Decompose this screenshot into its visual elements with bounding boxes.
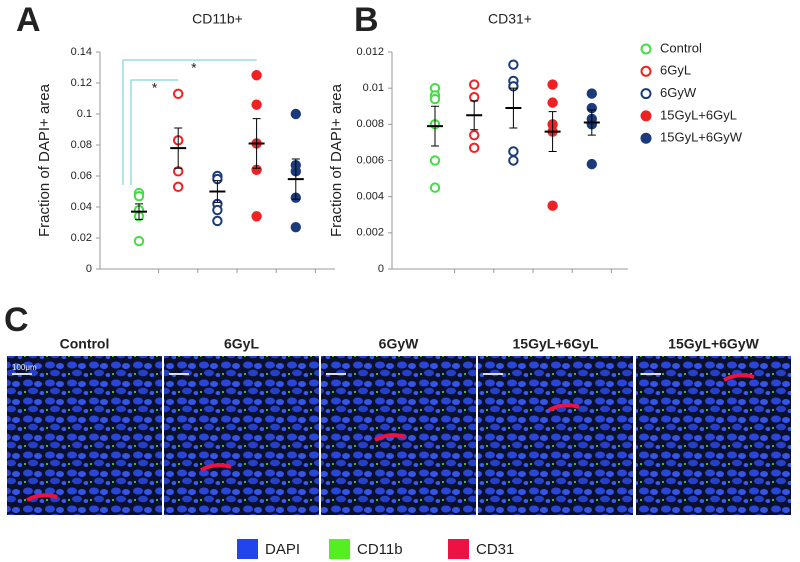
- chart-title: CD31+: [488, 11, 532, 27]
- cd31-vessel: [723, 373, 755, 382]
- legend-marker: [640, 132, 652, 144]
- panel-letter: B: [354, 1, 379, 39]
- legend-label: 15GyL+6GyW: [660, 130, 743, 145]
- data-point: [133, 235, 145, 247]
- error-bar: [174, 127, 183, 169]
- data-point: [429, 155, 441, 166]
- data-point: [586, 88, 597, 99]
- data-point: [508, 155, 519, 166]
- data-point: [508, 146, 519, 157]
- data-point: [429, 93, 441, 105]
- chart-title: CD11b+: [192, 11, 243, 27]
- cd31-vessel: [374, 433, 406, 442]
- image-label: 15GyL+6GyL: [513, 336, 599, 352]
- y-tick-label: 0.06: [71, 170, 92, 182]
- data-point: [212, 204, 223, 216]
- data-point: [251, 211, 262, 222]
- cd31-vessel: [200, 463, 232, 472]
- y-tick-label: 0.01: [363, 82, 384, 94]
- data-point: [547, 79, 558, 90]
- y-tick-label: 0.12: [71, 77, 92, 89]
- legend-label: 15GyL+6GyL: [660, 107, 737, 122]
- data-point: [133, 190, 145, 202]
- legend-marker: [640, 88, 652, 100]
- legend-label: DAPI: [265, 541, 300, 558]
- error-bar: [431, 105, 439, 147]
- legend-marker: [640, 43, 652, 55]
- data-point: [429, 182, 441, 193]
- legend-swatch: [237, 539, 258, 559]
- significance-label: *: [191, 60, 197, 76]
- error-bar: [509, 87, 518, 129]
- y-tick-label: 0.008: [356, 118, 384, 130]
- y-tick-label: 0.004: [356, 191, 384, 203]
- data-point: [290, 108, 301, 120]
- data-point: [469, 142, 480, 154]
- y-tick-label: 0: [378, 263, 384, 275]
- data-point: [290, 221, 301, 233]
- significance-bracket: [130, 79, 179, 185]
- significance-bracket: [122, 59, 257, 185]
- image-label: 6GyW: [379, 336, 419, 352]
- data-point: [251, 99, 262, 110]
- error-bar: [548, 111, 557, 152]
- y-axis-label: Fraction of DAPI+ area: [36, 83, 53, 237]
- legend-label: CD31: [476, 541, 514, 558]
- data-point: [173, 88, 184, 100]
- legend-swatch: [448, 539, 469, 559]
- cd31-vessel: [26, 493, 58, 502]
- y-tick-label: 0.04: [71, 201, 92, 213]
- y-tick-label: 0.002: [356, 227, 384, 239]
- y-tick-label: 0.006: [356, 154, 384, 166]
- error-bar: [291, 158, 300, 200]
- image-label: 6GyL: [224, 336, 259, 352]
- data-point: [586, 158, 597, 170]
- scale-bar-label: 100μm: [12, 363, 37, 372]
- image-label: 15GyL+6GyW: [668, 336, 759, 352]
- legend-label: 6GyL: [660, 63, 691, 78]
- legend-swatch: [329, 539, 350, 559]
- legend-label: Control: [660, 40, 702, 55]
- data-point: [469, 79, 480, 90]
- micrograph: [478, 356, 633, 515]
- data-point: [547, 200, 558, 211]
- cd31-vessel: [548, 403, 580, 412]
- y-axis-label: Fraction of DAPI+ area: [328, 83, 345, 237]
- panel-letter: A: [16, 1, 41, 39]
- data-point: [173, 181, 184, 193]
- significance-label: *: [152, 80, 158, 96]
- data-point: [469, 92, 480, 103]
- data-point: [251, 70, 262, 81]
- error-bar: [135, 203, 143, 220]
- image-label: Control: [60, 336, 110, 352]
- data-point: [508, 59, 519, 70]
- legend-marker: [640, 110, 652, 122]
- micrograph: [164, 356, 319, 515]
- y-tick-label: 0: [86, 263, 92, 275]
- error-bar: [252, 118, 261, 169]
- error-bar: [470, 100, 479, 131]
- micrograph: [7, 356, 162, 515]
- legend-label: CD11b: [357, 541, 403, 558]
- y-tick-label: 0.012: [356, 46, 384, 58]
- legend-label: 6GyW: [660, 85, 697, 100]
- data-point: [469, 129, 480, 141]
- y-tick-label: 0.02: [71, 232, 92, 244]
- error-bar: [587, 109, 596, 136]
- y-tick-label: 0.1: [77, 108, 92, 120]
- error-bar: [213, 180, 222, 203]
- micrograph: [636, 356, 791, 515]
- y-tick-label: 0.08: [71, 139, 92, 151]
- y-tick-label: 0.14: [71, 46, 92, 58]
- panel-letter: C: [4, 301, 29, 339]
- data-point: [212, 215, 223, 227]
- legend-marker: [640, 65, 652, 77]
- data-point: [547, 97, 558, 108]
